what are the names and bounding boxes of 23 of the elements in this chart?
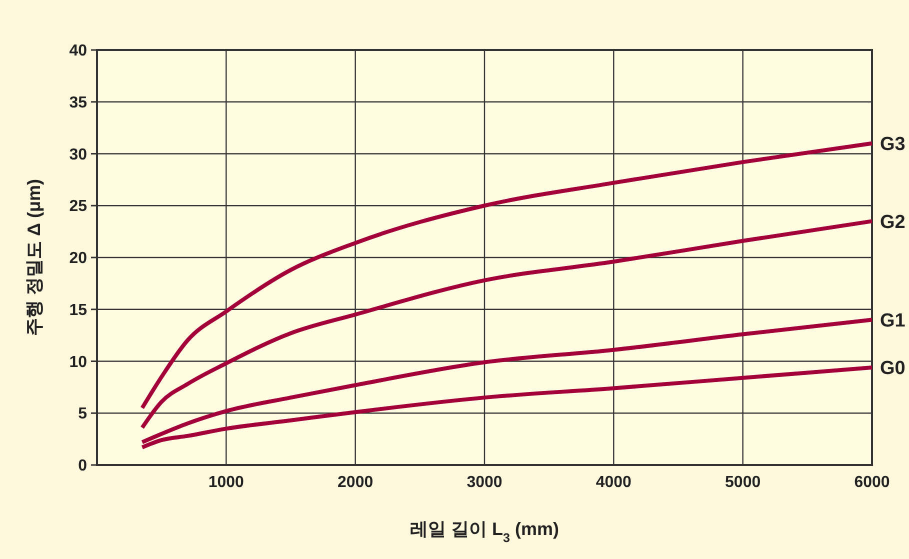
y-tick-label: 10: [69, 354, 88, 371]
series-label: G0: [880, 358, 906, 380]
line-series: [140, 141, 874, 410]
y-tick-label: 30: [69, 146, 88, 164]
y-axis-title: 주행 정밀도 Δ (μm): [24, 179, 44, 336]
x-tick-label: 4000: [596, 474, 632, 491]
line-series: [140, 219, 874, 430]
x-tick-label: 6000: [854, 474, 890, 491]
x-tick-label: 3000: [466, 474, 502, 491]
x-tick-label: 1000: [208, 474, 244, 491]
y-tick-label: 40: [69, 42, 88, 60]
y-tick-label: 15: [69, 302, 88, 319]
series-label: G1: [880, 310, 906, 332]
x-axis-title: 레일 길이 L$_{3}$ (mm): [410, 519, 560, 545]
y-tick-label: 35: [69, 94, 88, 112]
y-tick-label: 25: [69, 198, 88, 216]
x-tick-label: 5000: [725, 474, 761, 491]
y-tick-label: 20: [69, 250, 88, 268]
x-tick-label: 2000: [338, 474, 374, 491]
series-label: G3: [880, 134, 906, 156]
series-label: G2: [880, 212, 906, 233]
y-tick-label: 0: [78, 458, 88, 475]
y-tick-label: 5: [78, 406, 88, 423]
